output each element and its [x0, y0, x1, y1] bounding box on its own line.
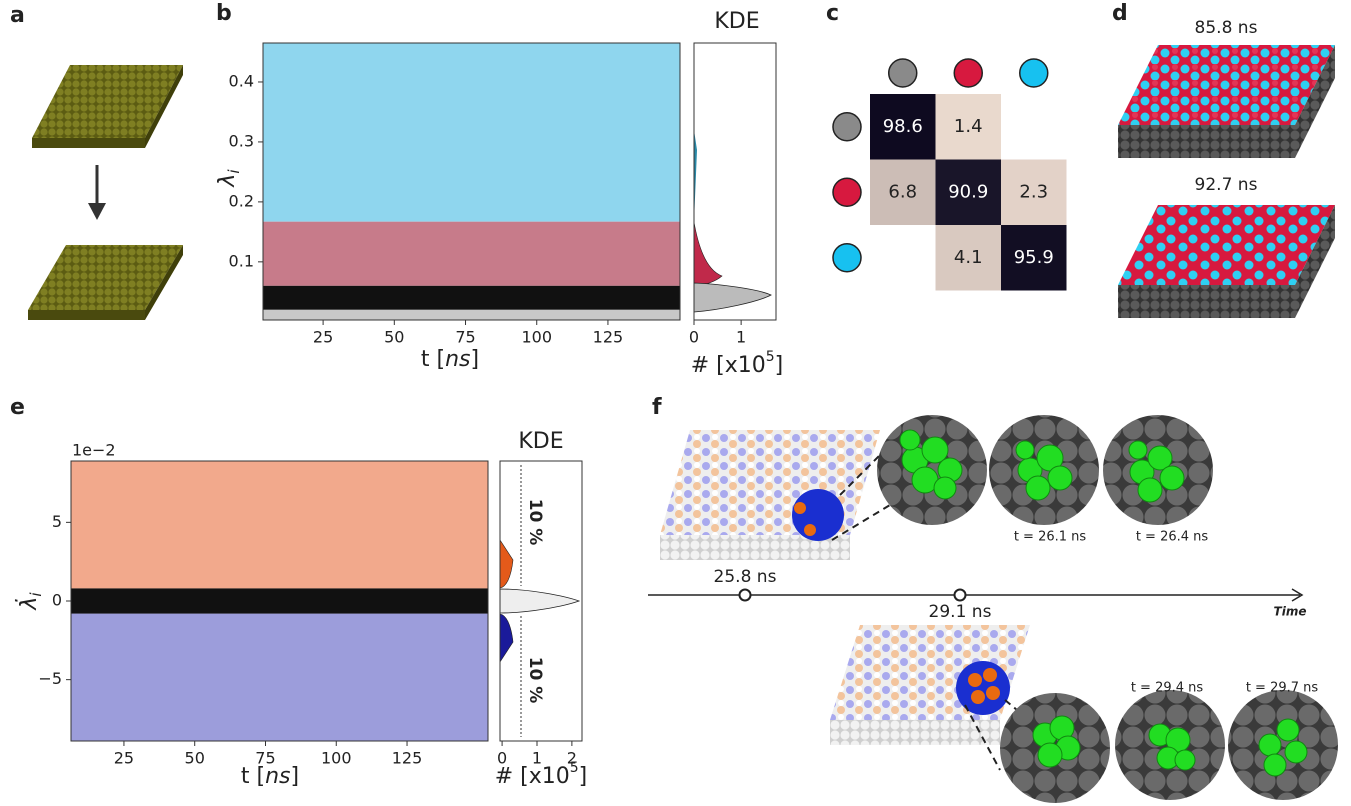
x-tick-label: 75	[455, 328, 475, 347]
x-tick-label: 0	[689, 328, 699, 347]
x-tick-label: 50	[384, 328, 404, 347]
y-tick-label: 0.3	[229, 131, 254, 150]
panel-label: d	[1112, 1, 1128, 26]
slab-image	[830, 625, 1036, 771]
kde-curve	[499, 465, 581, 737]
x-tick-label: 2	[567, 749, 577, 768]
y-tick-label: 0.1	[229, 251, 254, 270]
heat-cell	[1001, 159, 1067, 225]
heat-cell	[935, 159, 1001, 225]
arrow	[88, 165, 106, 220]
slab-image	[1118, 205, 1335, 318]
x-tick-label: 100	[521, 328, 552, 347]
region	[71, 613, 488, 741]
y-tick-label: 0.2	[229, 191, 254, 210]
row-marker	[832, 243, 862, 273]
y-tick-label: −5	[38, 669, 62, 688]
x-axis-label: t [ns]	[241, 764, 299, 789]
row-marker	[832, 112, 862, 142]
timeline	[648, 588, 1304, 602]
column-marker	[953, 58, 983, 88]
heat-cell	[870, 94, 936, 160]
x-tick-label: 100	[321, 749, 352, 768]
x-tick-label: 0	[497, 749, 507, 768]
x-tick-label: 75	[255, 749, 275, 768]
cell-value: 4.1	[954, 247, 983, 268]
zoom-image	[877, 415, 1213, 525]
cell-value: 95.9	[1014, 247, 1054, 268]
annotation: 10 %	[525, 499, 545, 546]
plot-area	[263, 43, 680, 320]
x-axis-label: t [ns]	[421, 347, 479, 372]
plot-frame	[262, 42, 681, 321]
column-marker	[1019, 58, 1049, 88]
heat-cell	[935, 225, 1001, 291]
panel-label: e	[10, 395, 25, 420]
kde-curve	[693, 130, 772, 313]
slab-image	[660, 430, 891, 560]
snapshot-time: t = 29.7 ns	[1246, 681, 1319, 696]
x-tick-label: 125	[593, 328, 624, 347]
slab-image	[32, 65, 183, 148]
x-tick-label: 125	[392, 749, 423, 768]
zoom-image	[1000, 690, 1338, 803]
x-tick-label: 1	[736, 328, 746, 347]
cell-value: 6.8	[888, 181, 917, 202]
x-tick-label: 1	[532, 749, 542, 768]
snapshot-time: t = 26.4 ns	[1136, 530, 1209, 545]
kde-x-label: # [x105]	[495, 760, 588, 789]
axis-label: Time	[1274, 605, 1307, 619]
y-axis-label: λ̇i	[15, 592, 45, 611]
caption: 85.8 ns	[1195, 18, 1258, 38]
panel-label: f	[652, 395, 662, 420]
kde-x-label: # [x105]	[691, 349, 784, 378]
cell-value: 90.9	[948, 181, 988, 202]
cell-value: 2.3	[1019, 181, 1048, 202]
panel-label: a	[10, 3, 25, 28]
y-axis-label: λi	[215, 169, 243, 188]
column-marker	[888, 58, 918, 88]
region	[71, 588, 488, 614]
panel-label: c	[826, 1, 839, 26]
y-tick-label: 0.4	[229, 71, 254, 90]
event-time: 25.8 ns	[714, 567, 777, 587]
y-tick-label: 5	[52, 512, 62, 531]
slab-image	[28, 245, 183, 320]
heat-cell	[870, 159, 936, 225]
panel-label: b	[216, 1, 232, 26]
x-tick-label: 25	[313, 328, 333, 347]
cell-value: 1.4	[954, 116, 983, 137]
region	[263, 221, 680, 286]
snapshot-time: t = 26.1 ns	[1014, 530, 1087, 545]
slab-image	[1118, 45, 1335, 158]
x-tick-label: 25	[114, 749, 134, 768]
region	[263, 43, 680, 222]
region	[263, 309, 680, 320]
region	[71, 461, 488, 589]
kde-title: KDE	[518, 429, 563, 454]
event-time: 29.1 ns	[929, 602, 992, 622]
heatmap: 98.6 1.4 6.8 90.9 2.3 4.1 95.9	[832, 58, 1067, 291]
region	[263, 285, 680, 310]
plot-area	[71, 461, 488, 741]
snapshot-time: t = 29.4 ns	[1131, 681, 1204, 696]
kde-frame	[693, 42, 777, 321]
heat-cell	[935, 94, 1001, 160]
y-tick-label: 0	[52, 591, 62, 610]
kde-title: KDE	[714, 9, 759, 34]
row-marker	[832, 177, 862, 207]
heat-cell	[1001, 225, 1067, 291]
annotation: 10 %	[525, 657, 545, 704]
kde-frame	[499, 460, 583, 742]
offset-label: 1e−2	[72, 441, 116, 460]
caption: 92.7 ns	[1195, 175, 1258, 195]
cell-value: 98.6	[883, 116, 923, 137]
x-tick-label: 50	[185, 749, 205, 768]
